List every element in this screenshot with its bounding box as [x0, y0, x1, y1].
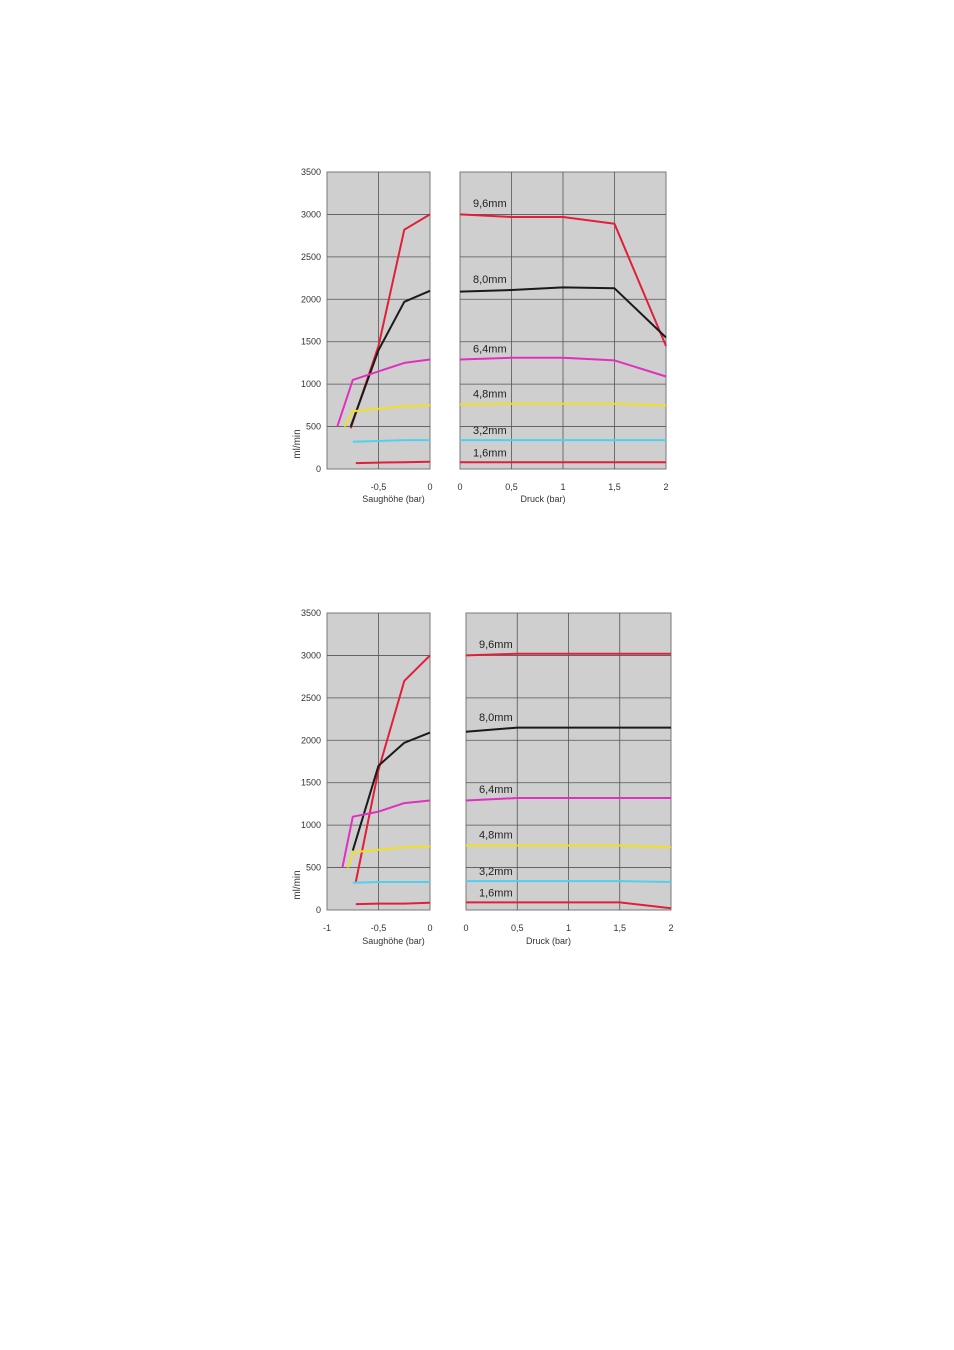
series-line	[465, 797, 671, 802]
x-tick-label: 0	[463, 923, 468, 933]
x-axis-label: Druck (bar)	[526, 936, 571, 946]
x-tick-label: 2	[663, 482, 668, 492]
y-tick-label: 0	[316, 464, 321, 474]
series-line	[349, 289, 431, 427]
series-label: 4,8mm	[479, 830, 513, 842]
y-tick-label: 3500	[301, 167, 321, 177]
series-line	[352, 881, 430, 884]
chart-2-panel-2: 9,6mm 8,0mm 6,4mm 4,8mm 3,2mm 1,6mm 0 0,5 1 1,5 2 D…	[463, 612, 674, 946]
series-line	[465, 652, 671, 657]
x-tick-label: 2	[668, 923, 673, 933]
series-line	[355, 901, 431, 906]
series-label: 9,6mm	[473, 198, 507, 210]
y-tick-label: 1500	[301, 337, 321, 347]
y-tick-label: 2000	[301, 294, 321, 304]
series-line	[466, 844, 672, 849]
series-line	[466, 880, 672, 883]
x-tick-label: 1	[560, 482, 565, 492]
series-line	[351, 731, 431, 851]
series-line	[459, 402, 667, 407]
series-label: 3,2mm	[479, 866, 513, 878]
series-label: 8,0mm	[479, 712, 513, 724]
y-tick-label: 2000	[301, 735, 321, 745]
x-tick-label: 1,5	[608, 482, 621, 492]
x-tick-label: 0,5	[511, 923, 524, 933]
x-axis-label: Saughöhe (bar)	[362, 936, 425, 946]
series-label: 6,4mm	[479, 784, 513, 796]
y-tick-label: 1000	[301, 820, 321, 830]
x-tick-label: 0	[427, 923, 432, 933]
y-tick-label: 2500	[301, 693, 321, 703]
series-label: 9,6mm	[479, 639, 513, 651]
series-label: 8,0mm	[473, 274, 507, 286]
y-axis-label: ml/min	[292, 429, 303, 458]
x-tick-label: 0,5	[505, 482, 518, 492]
series-label: 1,6mm	[473, 447, 507, 459]
chart-1-panel-2: 9,6mm 8,0mm 6,4mm 4,8mm 3,2mm 1,6mm 0 0,5 1 1,5 2 D…	[457, 171, 669, 504]
series-line	[459, 213, 667, 347]
y-tick-label: 500	[306, 863, 321, 873]
series-line	[336, 358, 431, 427]
x-tick-label: -1	[323, 923, 331, 933]
series-label: 3,2mm	[473, 425, 507, 437]
series-line	[465, 726, 671, 733]
y-tick-label: 3000	[301, 650, 321, 660]
x-tick-label: 0	[457, 482, 462, 492]
series-line	[459, 286, 667, 339]
x-tick-label: 1,5	[613, 923, 626, 933]
y-tick-label: 2500	[301, 252, 321, 262]
series-line	[352, 439, 430, 443]
y-tick-label: 3500	[301, 608, 321, 618]
y-tick-label: 3000	[301, 209, 321, 219]
y-tick-label: 1500	[301, 778, 321, 788]
y-tick-label: 1000	[301, 379, 321, 389]
series-line	[341, 799, 431, 868]
series-line	[346, 845, 431, 868]
series-line	[355, 460, 431, 465]
series-line	[343, 404, 431, 428]
series-line	[466, 901, 672, 910]
y-axis-label: ml/min	[292, 870, 303, 899]
series-line	[354, 654, 431, 883]
y-tick-label: 0	[316, 905, 321, 915]
x-axis-label: Saughöhe (bar)	[362, 494, 425, 504]
x-tick-label: -0,5	[371, 482, 387, 492]
series-label: 1,6mm	[479, 887, 513, 899]
series-line	[459, 356, 667, 378]
x-tick-label: 1	[566, 923, 571, 933]
x-tick-label: -0,5	[371, 923, 387, 933]
series-label: 4,8mm	[473, 389, 507, 401]
x-axis-label: Druck (bar)	[520, 494, 565, 504]
y-tick-label: 500	[306, 422, 321, 432]
x-tick-label: 0	[427, 482, 432, 492]
series-label: 6,4mm	[473, 344, 507, 356]
